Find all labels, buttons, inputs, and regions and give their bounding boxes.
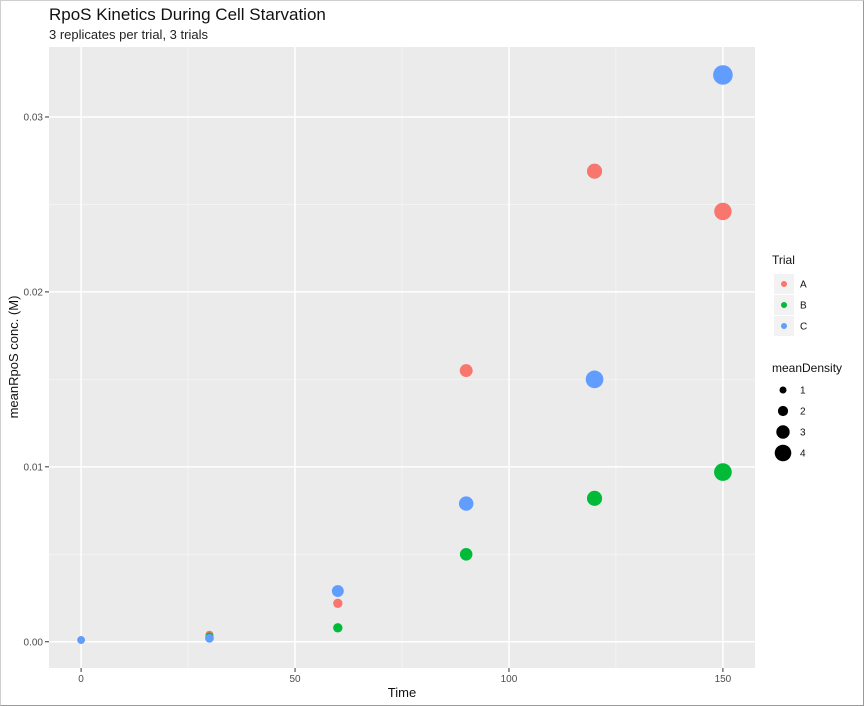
y-tick-label: 0.00 (24, 637, 44, 648)
chart-subtitle: 3 replicates per trial, 3 trials (49, 27, 208, 42)
legend-key-trial-b (781, 302, 787, 308)
chart-title: RpoS Kinetics During Cell Starvation (49, 5, 326, 24)
legend-label-density: 3 (800, 428, 806, 439)
data-point-b (714, 463, 732, 481)
legend-key-trial-c (781, 323, 787, 329)
data-point-b (586, 490, 603, 506)
y-tick-label: 0.02 (24, 287, 44, 298)
minor-gridlines (49, 47, 755, 668)
legend-label-density: 2 (800, 407, 806, 418)
data-point-c (713, 65, 733, 85)
data-point-a (333, 598, 343, 608)
x-tick-label: 0 (78, 674, 84, 685)
major-gridlines (49, 47, 755, 668)
data-point-b (333, 623, 343, 633)
x-tick-label: 50 (289, 674, 301, 685)
data-points (77, 65, 733, 644)
data-point-c (585, 370, 604, 389)
y-axis-title: meanRpoS conc. (M) (6, 296, 21, 419)
data-point-a (459, 364, 473, 378)
data-point-c (458, 496, 474, 511)
data-point-a (714, 202, 732, 221)
y-tick-label: 0.01 (24, 462, 44, 473)
legend-label-trial: A (800, 280, 807, 291)
legend-label-density: 1 (800, 386, 806, 397)
legend-label-density: 4 (800, 449, 806, 460)
legend-label-trial: B (800, 301, 807, 312)
legend-key-density (774, 444, 792, 462)
legend-key-density (776, 425, 790, 439)
legend-title-density: meanDensity (772, 361, 842, 375)
legend-title-trial: Trial (772, 253, 795, 267)
x-tick-label: 150 (715, 674, 732, 685)
data-point-a (586, 163, 603, 179)
x-axis-title: Time (388, 685, 416, 700)
data-point-c (77, 636, 85, 644)
y-tick-label: 0.03 (24, 112, 44, 123)
data-point-b (459, 548, 473, 561)
legend-key-trial-a (781, 281, 787, 287)
data-point-c (205, 633, 214, 643)
legend-label-trial: C (800, 322, 807, 333)
axes: 0 50 100 150 0.00 0.01 0.02 0.03 (24, 112, 732, 685)
x-tick-label: 100 (501, 674, 518, 685)
legend-key-density (777, 405, 789, 417)
data-point-c (331, 585, 344, 597)
legend-key-density (779, 386, 787, 394)
